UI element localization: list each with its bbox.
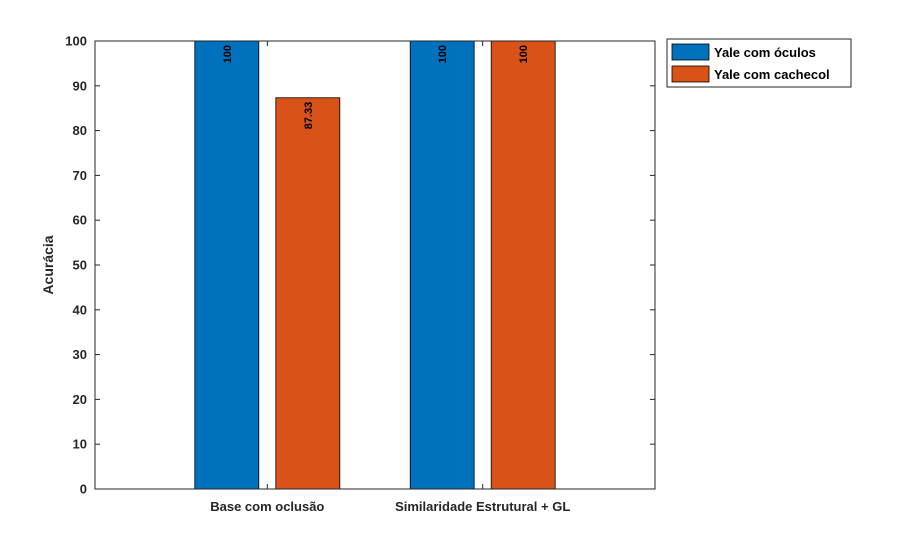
y-tick-label: 0 [80, 482, 87, 497]
bar-value-label: 100 [518, 45, 530, 63]
x-tick-label: Base com oclusão [210, 499, 324, 514]
bars-layer [194, 40, 556, 490]
bar-series-1[interactable] [409, 40, 475, 490]
legend[interactable]: Yale com óculos Yale com cachecol [666, 38, 852, 88]
bar-value-label: 87.33 [303, 102, 315, 130]
y-tick-label: 100 [65, 34, 87, 49]
y-tick-label: 40 [73, 302, 87, 317]
bar-series-1[interactable] [194, 40, 260, 490]
legend-entry-label[interactable]: Yale com óculos [714, 45, 816, 60]
bar-series-2[interactable] [275, 97, 341, 490]
legend-swatch[interactable] [671, 65, 710, 83]
y-axis: 0 10 20 30 40 50 60 70 80 90 100 [65, 34, 655, 497]
y-tick-label: 60 [73, 213, 87, 228]
y-tick-label: 90 [73, 78, 87, 93]
bar-series-2[interactable] [490, 40, 556, 490]
y-tick-label: 30 [73, 347, 87, 362]
y-tick-label: 20 [73, 392, 87, 407]
y-tick-label: 10 [73, 437, 87, 452]
y-tick-label: 50 [73, 258, 87, 273]
y-tick-label: 70 [73, 168, 87, 183]
x-axis: Base com oclusão Similaridade Estrutural … [210, 41, 570, 514]
bar-value-label: 100 [437, 45, 449, 63]
data-labels-layer: 100 100 87.33 100 [222, 45, 530, 129]
legend-swatch[interactable] [671, 43, 710, 61]
bar-value-label: 100 [222, 45, 234, 63]
x-tick-label: Similaridade Estrutural + GL [395, 499, 570, 514]
legend-entry-label[interactable]: Yale com cachecol [714, 67, 830, 82]
y-axis-title: Acurácia [40, 235, 56, 294]
y-tick-label: 80 [73, 123, 87, 138]
plot-area [95, 41, 655, 489]
